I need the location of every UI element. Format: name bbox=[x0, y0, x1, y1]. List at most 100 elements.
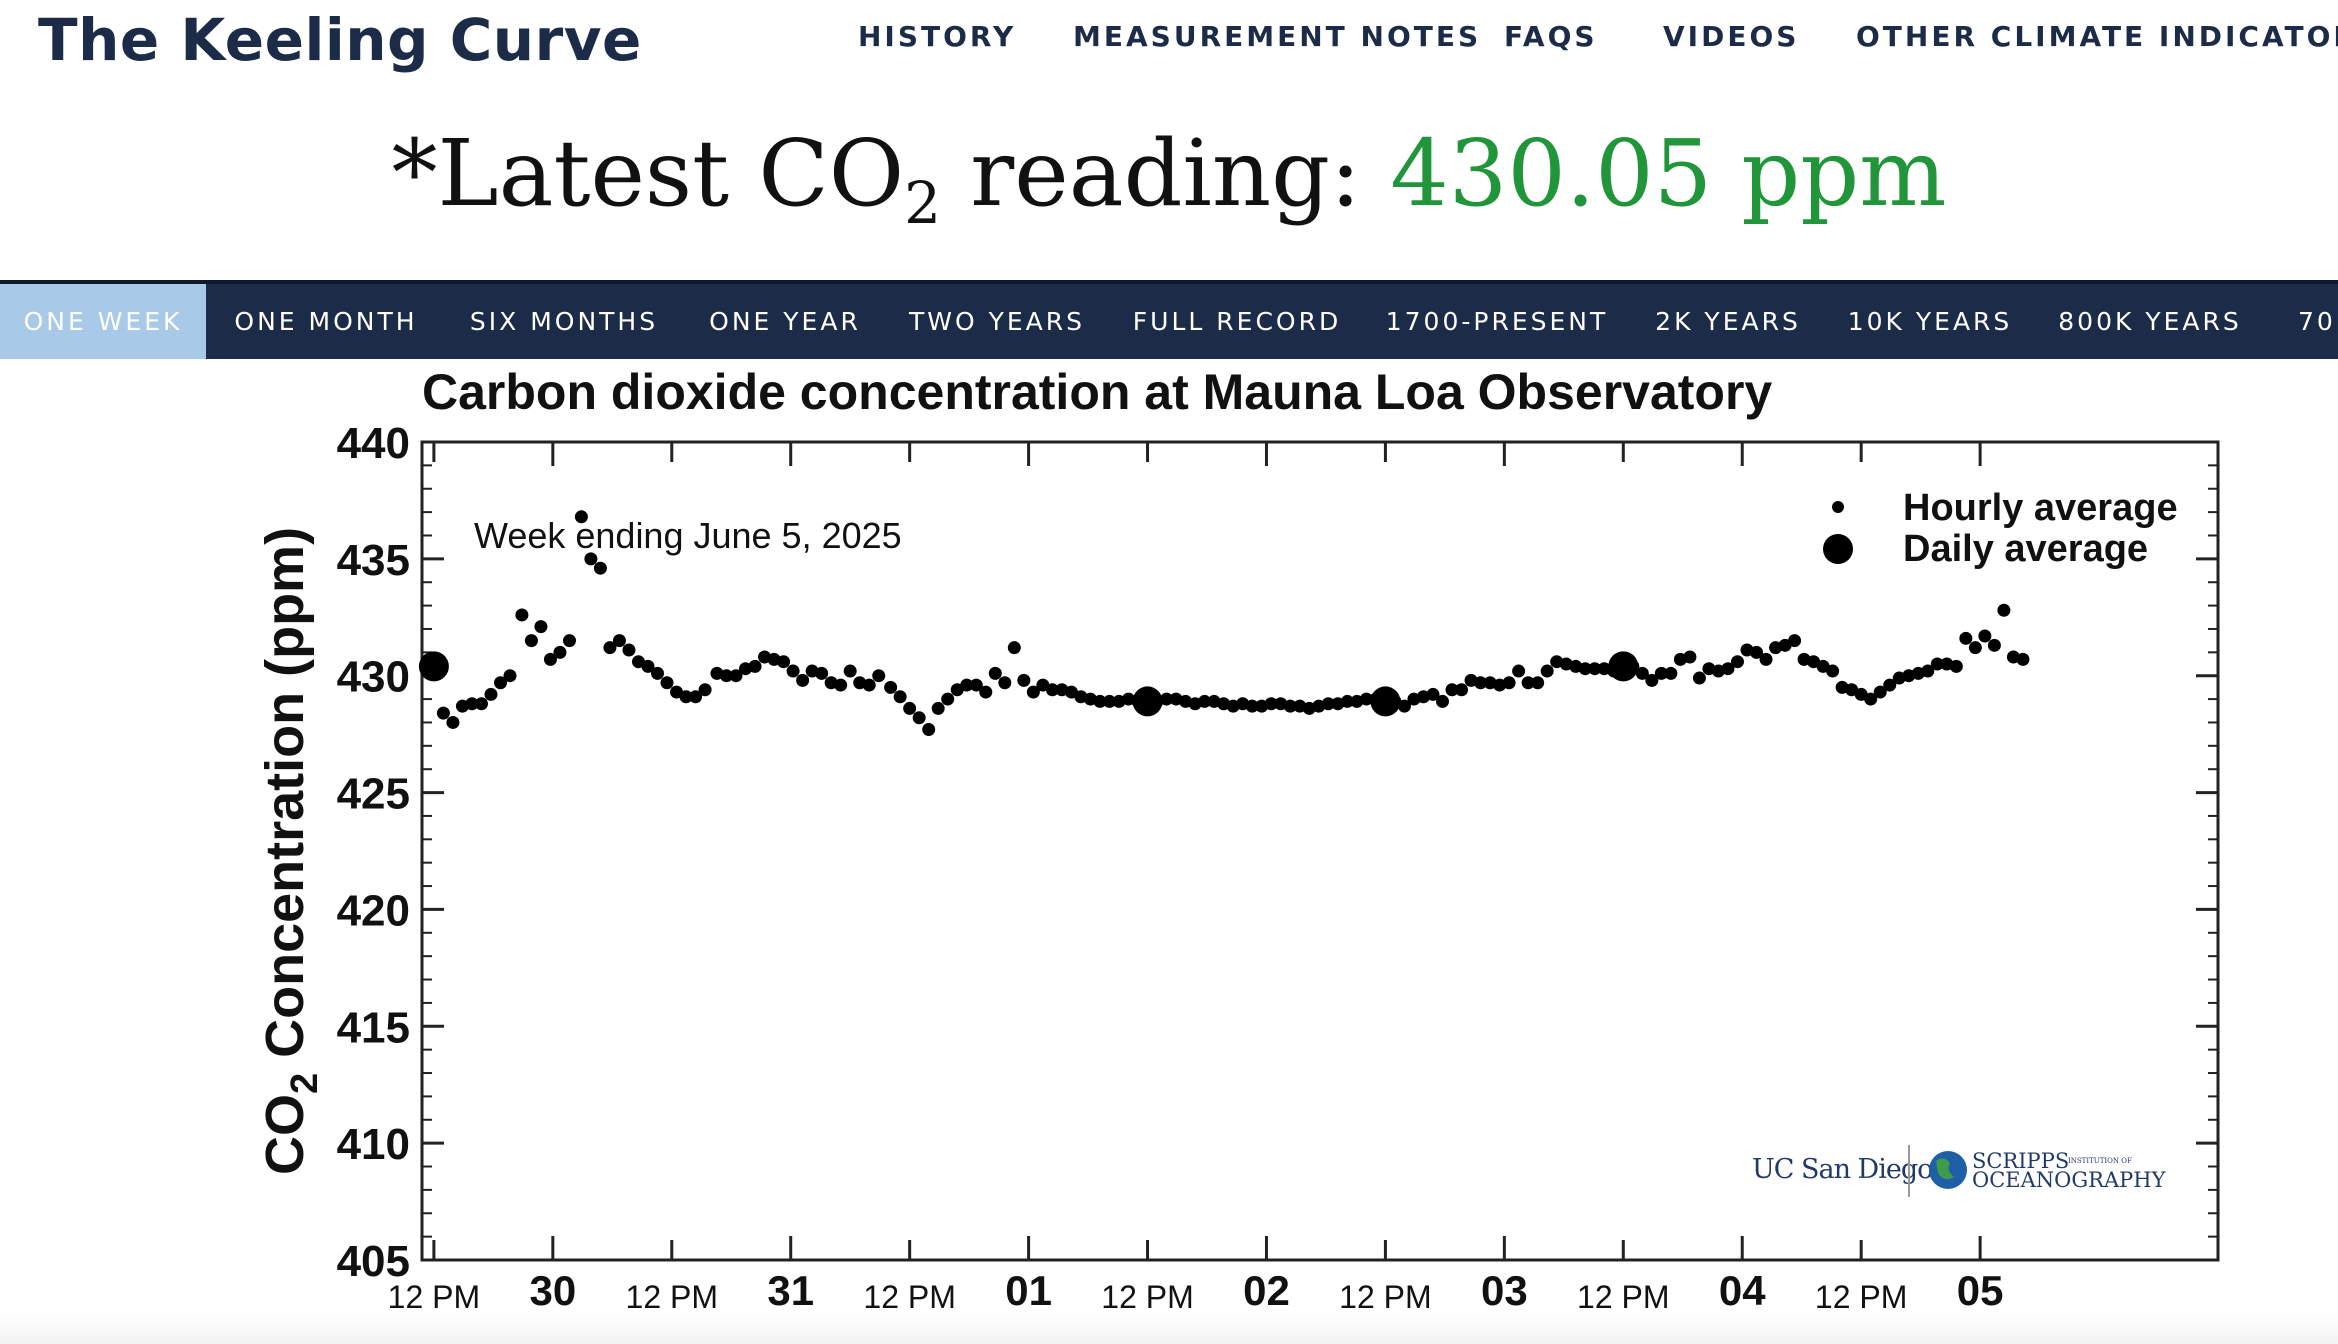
hourly-point bbox=[1045, 683, 1059, 697]
daily-point bbox=[1132, 686, 1163, 717]
legend-label-daily: Daily average bbox=[1903, 528, 2148, 570]
hourly-point bbox=[562, 634, 576, 648]
hourly-point bbox=[815, 666, 829, 680]
x-tick-label: 12 PM bbox=[1339, 1279, 1431, 1315]
tab-one-year[interactable]: ONE YEAR bbox=[709, 307, 861, 336]
x-tick-label: 04 bbox=[1719, 1267, 1766, 1314]
hourly-point bbox=[1826, 664, 1840, 678]
hourly-point bbox=[862, 678, 876, 692]
hourly-point bbox=[922, 722, 936, 736]
hourly-point bbox=[979, 685, 993, 699]
chart-subtitle: Week ending June 5, 2025 bbox=[474, 515, 902, 556]
hourly-point bbox=[1721, 662, 1735, 676]
site-title[interactable]: The Keeling Curve bbox=[38, 6, 642, 74]
hourly-point bbox=[1026, 685, 1040, 699]
hourly-point bbox=[1102, 694, 1116, 708]
hourly-point bbox=[941, 692, 955, 706]
tab-1700-present[interactable]: 1700-PRESENT bbox=[1385, 307, 1609, 336]
hourly-point bbox=[1160, 692, 1174, 706]
reading-value: 430.05 ppm bbox=[1390, 120, 1947, 227]
hourly-point bbox=[884, 680, 898, 694]
tab-two-years[interactable]: TWO YEARS bbox=[908, 307, 1086, 336]
time-range-tabs: ONE WEEK ONE MONTH SIX MONTHS ONE YEAR T… bbox=[0, 280, 2338, 359]
hourly-point bbox=[1873, 685, 1887, 699]
hourly-point bbox=[1683, 650, 1697, 664]
hourly-point bbox=[1578, 662, 1592, 676]
x-tick-label: 31 bbox=[767, 1267, 814, 1314]
x-tick-label: 12 PM bbox=[626, 1279, 718, 1315]
tab-10k-years[interactable]: 10K YEARS bbox=[1847, 307, 2013, 336]
hourly-point bbox=[1521, 676, 1535, 690]
hourly-point bbox=[988, 666, 1002, 680]
reading-subscript: 2 bbox=[904, 169, 942, 237]
hourly-point bbox=[786, 664, 800, 678]
chart-title: Carbon dioxide concentration at Mauna Lo… bbox=[422, 364, 1772, 420]
y-tick-label: 415 bbox=[337, 1003, 410, 1052]
tab-six-months[interactable]: SIX MONTHS bbox=[469, 307, 659, 336]
top-navigation: HISTORY MEASUREMENT NOTES FAQS VIDEOS OT… bbox=[858, 20, 2338, 60]
latest-reading: *Latest CO2 reading: 430.05 ppm bbox=[0, 120, 2338, 237]
tab-70m-years[interactable]: 70M bbox=[2298, 307, 2338, 336]
x-tick-label: 01 bbox=[1005, 1267, 1052, 1314]
y-tick-label: 435 bbox=[337, 536, 410, 585]
tab-one-month[interactable]: ONE MONTH bbox=[234, 307, 418, 336]
y-tick-label: 405 bbox=[337, 1237, 410, 1286]
plot-frame bbox=[420, 440, 2220, 1262]
bottom-fade bbox=[0, 1314, 2338, 1344]
hourly-point bbox=[843, 664, 857, 678]
hourly-point bbox=[503, 669, 517, 683]
scripps-globe-land bbox=[1936, 1158, 1954, 1180]
hourly-point bbox=[622, 643, 636, 657]
daily-point bbox=[1370, 686, 1401, 717]
tab-2k-years[interactable]: 2K YEARS bbox=[1655, 307, 1801, 336]
hourly-point bbox=[1978, 629, 1992, 643]
hourly-point bbox=[1949, 659, 1963, 673]
hourly-point bbox=[1093, 694, 1107, 708]
hourly-point bbox=[998, 676, 1012, 690]
tab-full-record[interactable]: FULL RECORD bbox=[1132, 307, 1342, 336]
hourly-point bbox=[1474, 676, 1488, 690]
nav-other-climate-indicators[interactable]: OTHER CLIMATE INDICATORS bbox=[1856, 20, 2338, 53]
hourly-point bbox=[1017, 673, 1031, 687]
hourly-point bbox=[834, 678, 848, 692]
x-tick-label: 12 PM bbox=[388, 1279, 480, 1315]
nav-faqs[interactable]: FAQS bbox=[1504, 20, 1598, 53]
nav-measurement-notes[interactable]: MEASUREMENT NOTES bbox=[1073, 20, 1482, 53]
reading-suffix: reading: bbox=[941, 120, 1391, 227]
hourly-point bbox=[1198, 694, 1212, 708]
nav-history[interactable]: HISTORY bbox=[858, 20, 1017, 53]
hourly-point bbox=[1264, 697, 1278, 711]
hourly-point bbox=[689, 690, 703, 704]
hourly-point bbox=[543, 652, 557, 666]
y-axis-label: CO2 Concentration (ppm) bbox=[255, 527, 326, 1175]
hourly-point bbox=[1921, 664, 1935, 678]
hourly-point bbox=[719, 669, 733, 683]
scripps-logo-line2: OCEANOGRAPHY bbox=[1972, 1168, 2167, 1192]
tab-one-week[interactable]: ONE WEEK bbox=[0, 284, 206, 359]
hourly-point bbox=[1883, 678, 1897, 692]
hourly-point bbox=[748, 659, 762, 673]
hourly-point bbox=[553, 645, 567, 659]
x-tick-label: 12 PM bbox=[1577, 1279, 1669, 1315]
hourly-point bbox=[474, 697, 488, 711]
legend-label-hourly: Hourly average bbox=[1903, 487, 2178, 529]
hourly-point bbox=[603, 641, 617, 655]
hourly-point bbox=[1654, 666, 1668, 680]
hourly-point bbox=[534, 620, 548, 634]
x-tick-label: 03 bbox=[1481, 1267, 1528, 1314]
legend-marker-hourly bbox=[1832, 501, 1844, 513]
hourly-point bbox=[1426, 687, 1440, 701]
tab-800k-years[interactable]: 800K YEARS bbox=[2058, 307, 2242, 336]
hourly-point bbox=[1540, 664, 1554, 678]
hourly-point bbox=[1502, 676, 1516, 690]
hourly-point bbox=[893, 690, 907, 704]
hourly-point bbox=[1531, 676, 1545, 690]
hourly-point bbox=[1397, 699, 1411, 713]
daily-point bbox=[1608, 651, 1639, 682]
nav-videos[interactable]: VIDEOS bbox=[1663, 20, 1800, 53]
ucsd-logo: UC San Diego bbox=[1752, 1154, 1932, 1185]
hourly-point bbox=[446, 715, 460, 729]
hourly-point bbox=[641, 659, 655, 673]
hourly-point bbox=[1997, 603, 2011, 617]
hourly-point bbox=[912, 711, 926, 725]
